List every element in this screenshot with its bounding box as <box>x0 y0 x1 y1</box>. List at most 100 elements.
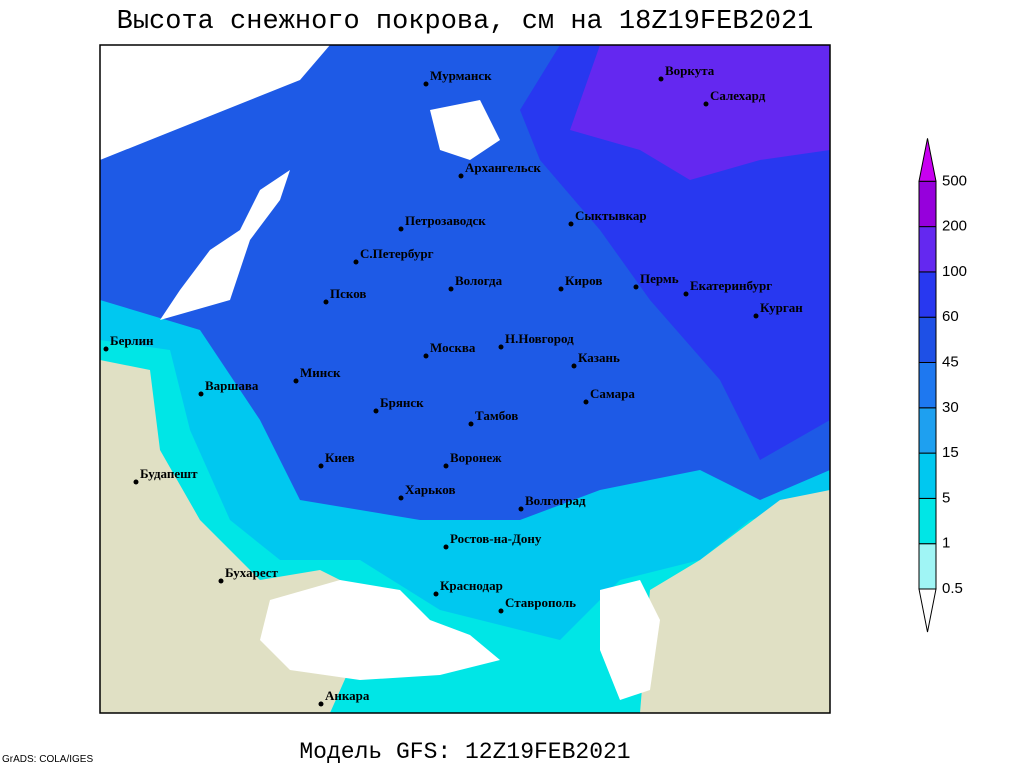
city-dot <box>518 506 524 512</box>
city-label: Киев <box>325 450 355 465</box>
white-sea <box>430 100 500 160</box>
legend-swatch <box>918 543 937 590</box>
city-dot <box>571 363 577 369</box>
city-dot <box>423 81 429 87</box>
city-label: Воркута <box>665 63 715 78</box>
city-label: Волгоград <box>525 493 586 508</box>
legend-label: 0.5 <box>942 580 963 597</box>
city-dot <box>443 544 449 550</box>
legend-swatch <box>918 362 937 409</box>
city-dot <box>583 399 589 405</box>
city-label: Берлин <box>110 333 154 348</box>
city-label: Ставрополь <box>505 595 576 610</box>
city-label: Краснодар <box>440 578 503 593</box>
legend-swatch <box>918 452 937 499</box>
city-label: Курган <box>760 300 803 315</box>
city-label: Ростов-на-Дону <box>450 531 542 546</box>
baltic-sea <box>160 170 290 320</box>
city-label: Петрозаводск <box>405 213 486 228</box>
legend-label: 100 <box>942 263 967 280</box>
legend-label: 60 <box>942 308 959 325</box>
city-dot <box>103 346 109 352</box>
city-label: Псков <box>330 286 366 301</box>
city-dot <box>558 286 564 292</box>
legend-label: 200 <box>942 218 967 235</box>
city-label: С.Петербург <box>360 246 434 261</box>
city-label: Будапешт <box>140 466 198 481</box>
city-dot <box>703 101 709 107</box>
city-layer: Мурманск Воркута Салехард Архангельск Петроз… <box>103 63 803 707</box>
very-deep-snow <box>570 45 830 180</box>
city-dot <box>218 578 224 584</box>
city-dot <box>468 421 474 427</box>
city-dot <box>398 226 404 232</box>
city-dot <box>568 221 574 227</box>
city-label: Тамбов <box>475 408 518 423</box>
credit: GrADS: COLA/IGES <box>2 754 93 765</box>
city-label: Анкара <box>325 688 370 703</box>
legend-swatch <box>918 316 937 364</box>
legend-label: 45 <box>942 353 959 370</box>
city-dot <box>323 299 329 305</box>
legend-label: 1 <box>942 535 950 552</box>
city-label: Бухарест <box>225 565 279 580</box>
city-label: Екатеринбург <box>690 278 772 293</box>
city-dot <box>318 701 324 707</box>
city-dot <box>198 391 204 397</box>
city-dot <box>353 259 359 265</box>
legend-swatch <box>918 271 937 318</box>
city-dot <box>398 495 404 501</box>
city-dot <box>633 284 639 290</box>
city-dot <box>293 378 299 384</box>
legend-swatch <box>918 226 937 273</box>
city-dot <box>133 479 139 485</box>
city-dot <box>753 313 759 319</box>
city-label: Вологда <box>455 273 503 288</box>
city-dot <box>433 591 439 597</box>
city-dot <box>498 344 504 350</box>
city-label: Архангельск <box>465 160 541 175</box>
city-dot <box>683 291 689 297</box>
barents-sea <box>100 45 330 160</box>
city-dot <box>318 463 324 469</box>
map-frame <box>99 44 831 714</box>
city-dot <box>658 76 664 82</box>
legend-label: 500 <box>942 172 967 189</box>
city-dot <box>448 286 454 292</box>
model-label: Модель GFS: 12Z19FEB2021 <box>299 739 630 765</box>
legend-label: 5 <box>942 489 950 506</box>
legend-swatch <box>918 497 937 545</box>
city-label: Пермь <box>640 271 679 286</box>
legend-arrow-high <box>918 138 937 182</box>
legend-swatch <box>918 407 937 454</box>
city-dot <box>458 173 464 179</box>
city-label: Воронеж <box>450 450 502 465</box>
legend-swatch <box>918 180 937 228</box>
black-sea <box>260 580 500 680</box>
city-label: Москва <box>430 340 476 355</box>
city-label: Мурманск <box>430 68 492 83</box>
city-dot <box>443 463 449 469</box>
map <box>99 44 831 714</box>
legend-arrow-low <box>918 588 937 633</box>
map-title: Высота снежного покрова, см на 18Z19FEB2… <box>117 7 814 37</box>
city-dot <box>423 353 429 359</box>
city-label: Сыктывкар <box>575 208 647 223</box>
city-dot <box>373 408 379 414</box>
city-label: Брянск <box>380 395 424 410</box>
city-dot <box>498 608 504 614</box>
city-label: Салехард <box>710 88 766 103</box>
city-label: Харьков <box>405 482 456 497</box>
city-label: Киров <box>565 273 602 288</box>
city-label: Казань <box>578 350 620 365</box>
city-label: Минск <box>300 365 341 380</box>
legend-label: 30 <box>942 399 959 416</box>
city-label: Варшава <box>205 378 259 393</box>
bare-land <box>640 490 830 713</box>
city-label: Н.Новгород <box>505 331 574 346</box>
caspian-sea <box>600 580 660 700</box>
city-label: Самара <box>590 386 635 401</box>
legend-label: 15 <box>942 444 959 461</box>
